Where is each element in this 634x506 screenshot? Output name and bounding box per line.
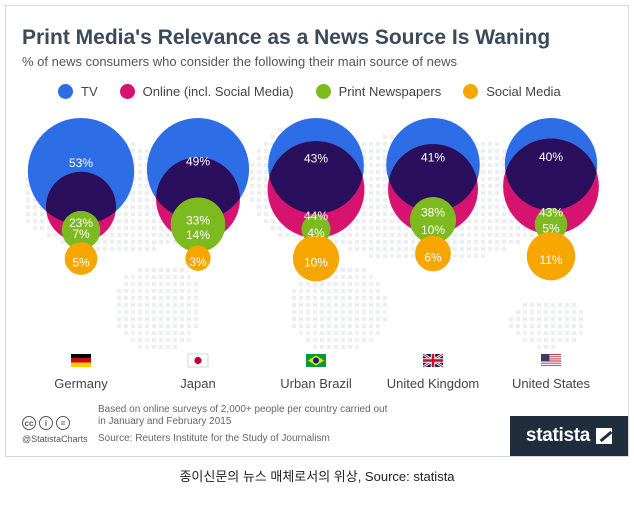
- statista-mark-icon: [596, 428, 613, 444]
- legend-item-social: Social Media: [463, 83, 561, 99]
- twitter-handle: @StatistaCharts: [22, 434, 88, 444]
- value-label-print-2: 4%: [307, 226, 325, 240]
- bubble-print-4: [534, 208, 568, 241]
- image-caption: 종이신문의 뉴스 매체로서의 위상, Source: statista: [179, 469, 455, 484]
- value-label-tv-3: 41%: [421, 151, 445, 165]
- bubble-social-4: [526, 231, 576, 281]
- value-label-print-1: 14%: [186, 228, 210, 242]
- brand-wordmark: statista: [525, 425, 591, 446]
- legend-item-tv: TV: [58, 83, 98, 99]
- legend-label-print: Print Newspapers: [338, 83, 442, 99]
- value-label-tv-4: 40%: [539, 150, 563, 164]
- bubble-overlap-0: [45, 171, 117, 225]
- legend-swatch-print: [315, 83, 331, 99]
- nd-icon: =: [56, 416, 70, 430]
- bubble-print-1: [170, 197, 226, 253]
- legend-swatch-tv: [58, 83, 73, 99]
- legend-item-online: Online (incl. Social Media): [119, 83, 294, 99]
- source-text: Source: Reuters Institute for the Study …: [98, 433, 330, 444]
- value-label-print-4: 5%: [542, 221, 560, 235]
- survey-note: Based on online surveys of 2,000+ people…: [98, 404, 388, 427]
- bubble-social-1: [185, 245, 211, 271]
- value-label-tv-2: 43%: [304, 152, 328, 166]
- bubble-overlap-3: [387, 143, 479, 212]
- brazilian-flag-icon: [306, 354, 326, 367]
- british-flag-icon: [422, 352, 444, 369]
- infographic: 53% 23% 7% 5% Germany 49% 33% 14% 3% Japan 43% 44% 4…: [5, 5, 629, 457]
- legend: TV Online (incl. Social Media) Print New…: [58, 81, 583, 101]
- chart-subtitle: % of news consumers who consider the fol…: [22, 54, 457, 69]
- japanese-flag-icon: [187, 353, 209, 368]
- chart-title: Print Media's Relevance as a News Source…: [22, 26, 551, 49]
- bubble-social-0: [64, 242, 98, 275]
- german-flag-icon: [71, 354, 91, 367]
- value-label-online-4: 43%: [539, 205, 563, 219]
- value-label-social-0: 5%: [72, 256, 90, 270]
- value-label-social-1: 3%: [189, 255, 207, 269]
- cc-icon: cc: [22, 416, 36, 430]
- bubble-print-3: [409, 197, 457, 244]
- legend-label-online: Online (incl. Social Media): [142, 83, 294, 99]
- legend-swatch-social: [463, 83, 479, 99]
- value-label-tv-1: 49%: [186, 154, 210, 168]
- value-label-tv-0: 53%: [69, 156, 93, 170]
- us-flag-icon: [541, 354, 561, 367]
- value-label-social-3: 6%: [424, 251, 442, 265]
- value-label-online-2: 44%: [304, 209, 328, 223]
- legend-label-social: Social Media: [486, 83, 561, 99]
- category-label-2: Urban Brazil: [280, 376, 352, 391]
- value-label-online-0: 23%: [69, 216, 93, 230]
- category-label-3: United Kingdom: [387, 376, 480, 391]
- value-label-print-0: 7%: [72, 227, 90, 241]
- value-label-social-2: 10%: [304, 255, 328, 269]
- category-label-0: Germany: [54, 376, 108, 391]
- bubble-social-3: [415, 235, 451, 272]
- bubble-social-2: [292, 235, 340, 282]
- chart-canvas: 53% 23%7% 5% Germany 49% 33%14% 3% Japan 43% 44% 4…: [26, 118, 599, 391]
- bubble-print-0: [61, 210, 101, 250]
- value-label-print-3: 10%: [421, 223, 445, 237]
- legend-label-tv: TV: [81, 83, 98, 99]
- category-label-1: Japan: [180, 376, 215, 391]
- category-label-4: United States: [512, 376, 591, 391]
- license-icons: cc i =: [22, 416, 73, 430]
- legend-swatch-online: [119, 83, 135, 99]
- value-label-online-1: 33%: [186, 214, 210, 228]
- by-icon: i: [39, 416, 53, 430]
- value-label-social-4: 11%: [539, 253, 562, 267]
- value-label-online-3: 38%: [421, 206, 445, 220]
- statista-logo: statista: [510, 416, 628, 456]
- legend-item-print: Print Newspapers: [315, 83, 442, 99]
